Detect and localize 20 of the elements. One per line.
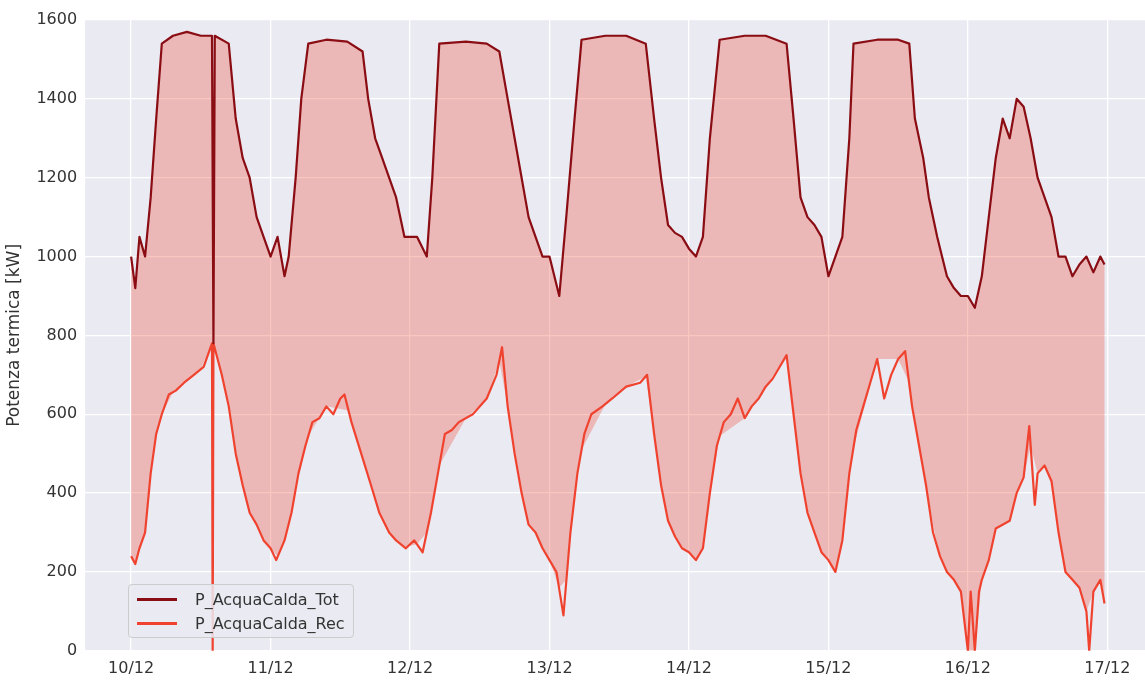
x-tick-label: 10/12 (108, 657, 155, 677)
x-tick-label: 15/12 (805, 657, 852, 677)
y-tick-label: 1400 (36, 88, 78, 108)
legend-label: P_AcquaCalda_Rec (195, 613, 345, 633)
y-axis-title: Potenza termica [kW] (2, 243, 23, 427)
y-tick-label: 1600 (36, 9, 78, 29)
y-tick-label: 200 (46, 561, 78, 581)
x-tick-label: 13/12 (526, 657, 573, 677)
y-tick-label: 0 (66, 639, 78, 659)
y-tick-label: 400 (46, 482, 78, 502)
x-tick-label: 12/12 (386, 657, 434, 677)
x-tick-label: 14/12 (665, 657, 713, 677)
legend-label: P_AcquaCalda_Tot (195, 589, 339, 609)
y-tick-label: 800 (46, 324, 78, 344)
x-tick-label: 11/12 (247, 657, 294, 677)
x-tick-label: 17/12 (1084, 657, 1131, 677)
y-tick-label: 1200 (36, 166, 78, 186)
x-tick-label: 16/12 (944, 657, 991, 677)
y-tick-label: 600 (46, 403, 78, 423)
y-tick-label: 1000 (36, 245, 78, 265)
